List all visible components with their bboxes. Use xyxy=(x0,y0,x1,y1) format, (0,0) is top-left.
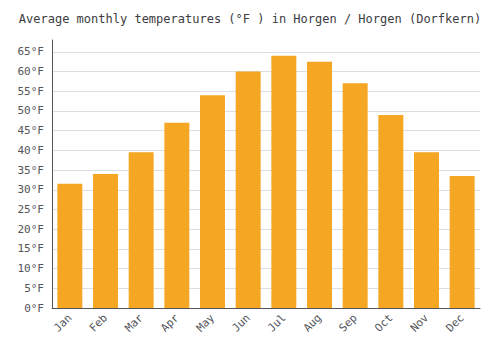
svg-text:20°F: 20°F xyxy=(18,223,45,236)
svg-text:0°F: 0°F xyxy=(24,302,44,315)
svg-text:Oct: Oct xyxy=(372,311,395,334)
svg-text:15°F: 15°F xyxy=(18,242,45,255)
svg-text:May: May xyxy=(194,311,217,334)
svg-text:Mar: Mar xyxy=(123,311,146,334)
svg-text:Jan: Jan xyxy=(51,311,74,334)
svg-text:45°F: 45°F xyxy=(18,124,45,137)
svg-text:10°F: 10°F xyxy=(18,262,45,275)
svg-text:40°F: 40°F xyxy=(18,144,45,157)
svg-text:25°F: 25°F xyxy=(18,203,45,216)
svg-text:55°F: 55°F xyxy=(18,85,45,98)
svg-text:Jun: Jun xyxy=(230,311,253,334)
svg-text:Apr: Apr xyxy=(158,311,181,334)
svg-text:Average monthly temperatures (: Average monthly temperatures (°F ) in Ho… xyxy=(19,12,481,26)
svg-text:50°F: 50°F xyxy=(18,104,45,117)
svg-text:30°F: 30°F xyxy=(18,183,45,196)
svg-text:35°F: 35°F xyxy=(18,164,45,177)
svg-text:Sep: Sep xyxy=(337,311,360,334)
svg-text:Dec: Dec xyxy=(444,311,467,334)
svg-text:65°F: 65°F xyxy=(18,45,45,58)
svg-text:Jul: Jul xyxy=(265,311,288,334)
svg-text:60°F: 60°F xyxy=(18,65,45,78)
svg-text:Feb: Feb xyxy=(87,311,110,334)
svg-text:Aug: Aug xyxy=(301,311,324,334)
svg-text:5°F: 5°F xyxy=(24,282,44,295)
svg-text:Nov: Nov xyxy=(408,311,431,334)
